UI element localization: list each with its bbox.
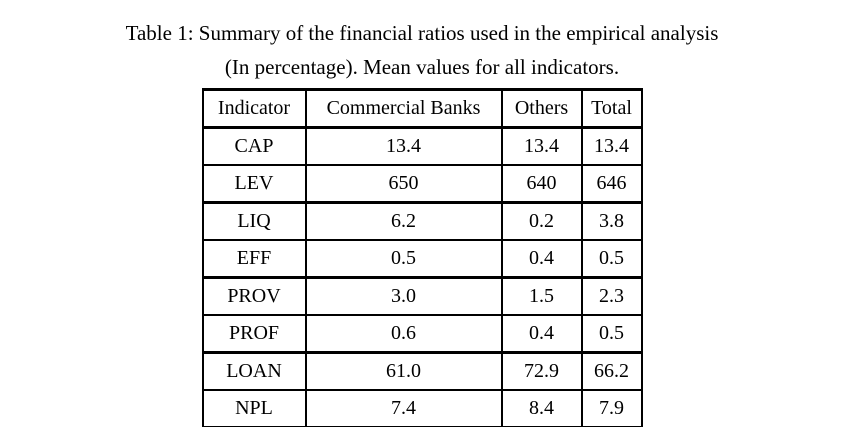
table-row-liq: LIQ 6.2 0.2 3.8 (201, 202, 643, 240)
indicator-cell: LEV (201, 165, 307, 203)
value-cell-total: 7.9 (580, 390, 643, 427)
value-cell-total: 0.5 (580, 240, 643, 278)
indicator-cell: PROF (201, 315, 307, 353)
value-cell-commercial-banks: 650 (304, 165, 503, 203)
caption-line-1: Table 1: Summary of the financial ratios… (125, 21, 719, 45)
indicator-cell: LOAN (201, 352, 307, 390)
value-cell-total: 646 (580, 165, 643, 203)
value-cell-others: 8.4 (500, 390, 583, 427)
value-cell-commercial-banks: 6.2 (304, 202, 503, 240)
value-cell-others: 13.4 (500, 127, 583, 165)
value-cell-commercial-banks: 0.6 (304, 315, 503, 353)
financial-ratios-table: Indicator Commercial Banks Others Total … (201, 88, 643, 427)
value-cell-commercial-banks: 13.4 (304, 127, 503, 165)
value-cell-others: 0.2 (500, 202, 583, 240)
value-cell-others: 640 (500, 165, 583, 203)
column-header-indicator: Indicator (201, 89, 307, 128)
indicator-cell: CAP (201, 127, 307, 165)
value-cell-commercial-banks: 0.5 (304, 240, 503, 278)
value-cell-commercial-banks: 3.0 (304, 277, 503, 315)
table-row-eff: EFF 0.5 0.4 0.5 (201, 240, 643, 278)
value-cell-commercial-banks: 61.0 (304, 352, 503, 390)
table-caption: Table 1: Summary of the financial ratios… (0, 0, 844, 84)
header-row: Indicator Commercial Banks Others Total (201, 89, 643, 128)
table-row-lev: LEV 650 640 646 (201, 165, 643, 203)
column-header-total: Total (580, 89, 643, 128)
table-row-loan: LOAN 61.0 72.9 66.2 (201, 352, 643, 390)
column-header-others: Others (500, 89, 583, 128)
caption-line-2: (In percentage). Mean values for all ind… (224, 55, 620, 79)
value-cell-commercial-banks: 7.4 (304, 390, 503, 427)
table-container: Indicator Commercial Banks Others Total … (0, 88, 844, 427)
value-cell-total: 3.8 (580, 202, 643, 240)
indicator-cell: NPL (201, 390, 307, 427)
indicator-cell: PROV (201, 277, 307, 315)
value-cell-others: 72.9 (500, 352, 583, 390)
value-cell-others: 1.5 (500, 277, 583, 315)
indicator-cell: EFF (201, 240, 307, 278)
table-row-prof: PROF 0.6 0.4 0.5 (201, 315, 643, 353)
value-cell-others: 0.4 (500, 315, 583, 353)
indicator-cell: LIQ (201, 202, 307, 240)
value-cell-total: 0.5 (580, 315, 643, 353)
table-row-npl: NPL 7.4 8.4 7.9 (201, 390, 643, 427)
value-cell-others: 0.4 (500, 240, 583, 278)
value-cell-total: 13.4 (580, 127, 643, 165)
table-row-cap: CAP 13.4 13.4 13.4 (201, 127, 643, 165)
value-cell-total: 66.2 (580, 352, 643, 390)
column-header-commercial-banks: Commercial Banks (304, 89, 503, 128)
table-row-prov: PROV 3.0 1.5 2.3 (201, 277, 643, 315)
value-cell-total: 2.3 (580, 277, 643, 315)
